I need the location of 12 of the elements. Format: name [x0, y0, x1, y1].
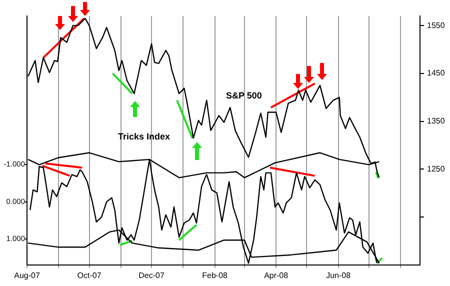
x-tick-label: Jun-08 [326, 271, 352, 280]
x-tick-label: Apr-08 [264, 271, 289, 280]
x-tick-label: Feb-08 [202, 271, 228, 280]
x-tick-label: Aug-07 [14, 271, 40, 280]
series-label: S&P 500 [226, 90, 262, 100]
y-tick-label: 1550 [427, 20, 446, 30]
x-tick-label: Oct-07 [77, 271, 102, 280]
y-tick-label: 1250 [427, 164, 446, 174]
x-tick-label: Dec-07 [138, 271, 165, 280]
text: Tricks Index [118, 131, 170, 142]
y-tick-label: 1350 [427, 116, 446, 126]
y-tick-label: 1450 [427, 68, 446, 78]
